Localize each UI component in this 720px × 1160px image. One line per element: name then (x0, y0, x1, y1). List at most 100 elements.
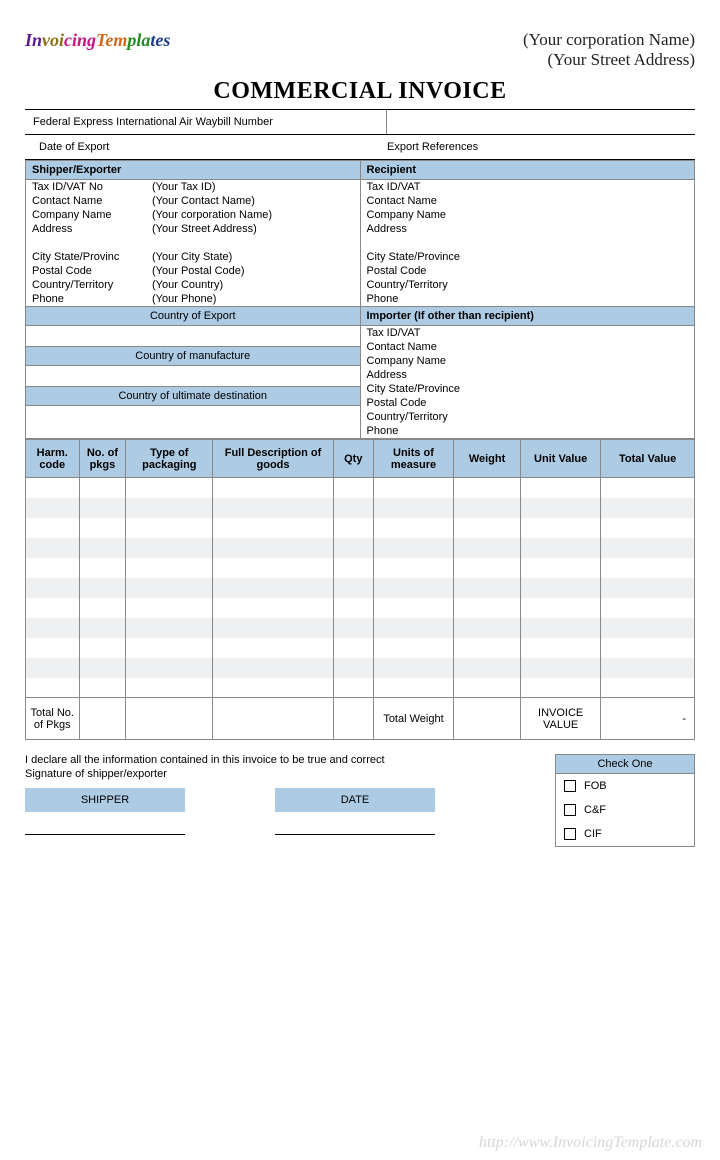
item-cell[interactable] (213, 558, 333, 578)
item-cell[interactable] (213, 638, 333, 658)
item-cell[interactable] (126, 638, 213, 658)
item-cell[interactable] (373, 618, 453, 638)
item-cell[interactable] (373, 578, 453, 598)
item-cell[interactable] (333, 558, 373, 578)
item-cell[interactable] (79, 658, 126, 678)
item-cell[interactable] (213, 518, 333, 538)
item-cell[interactable] (26, 678, 80, 698)
recipient-field-value-1[interactable] (487, 195, 689, 207)
item-cell[interactable] (601, 638, 695, 658)
checkbox-c&f[interactable] (564, 804, 576, 816)
item-cell[interactable] (333, 478, 373, 498)
item-cell[interactable] (521, 618, 601, 638)
recipient-field-value-6[interactable] (487, 265, 689, 277)
item-cell[interactable] (26, 638, 80, 658)
importer-field-value-5[interactable] (487, 397, 689, 409)
item-cell[interactable] (521, 478, 601, 498)
item-cell[interactable] (213, 498, 333, 518)
item-cell[interactable] (126, 598, 213, 618)
recipient-field-value-0[interactable] (487, 181, 689, 193)
item-cell[interactable] (126, 678, 213, 698)
recipient-field-value-2[interactable] (487, 209, 689, 221)
item-cell[interactable] (26, 518, 80, 538)
recipient-field-value-5[interactable] (487, 251, 689, 263)
item-cell[interactable] (373, 478, 453, 498)
item-cell[interactable] (521, 578, 601, 598)
importer-field-value-2[interactable] (487, 355, 689, 367)
item-cell[interactable] (26, 558, 80, 578)
item-cell[interactable] (454, 678, 521, 698)
item-cell[interactable] (79, 618, 126, 638)
item-cell[interactable] (126, 478, 213, 498)
importer-field-value-0[interactable] (487, 327, 689, 339)
item-cell[interactable] (373, 558, 453, 578)
item-cell[interactable] (126, 538, 213, 558)
shipper-field-value-5[interactable]: (Your City State) (152, 251, 354, 263)
importer-field-value-1[interactable] (487, 341, 689, 353)
item-cell[interactable] (454, 518, 521, 538)
item-cell[interactable] (454, 498, 521, 518)
item-cell[interactable] (333, 618, 373, 638)
waybill-value[interactable] (387, 110, 695, 134)
item-cell[interactable] (126, 518, 213, 538)
item-cell[interactable] (126, 618, 213, 638)
country-export-value[interactable] (26, 326, 360, 346)
recipient-field-value-3[interactable] (487, 223, 689, 235)
item-cell[interactable] (333, 658, 373, 678)
item-cell[interactable] (454, 538, 521, 558)
shipper-signature-line[interactable] (25, 834, 185, 835)
item-cell[interactable] (521, 658, 601, 678)
item-cell[interactable] (333, 538, 373, 558)
item-cell[interactable] (454, 478, 521, 498)
item-cell[interactable] (79, 638, 126, 658)
item-cell[interactable] (454, 558, 521, 578)
recipient-field-value-8[interactable] (487, 293, 689, 305)
item-cell[interactable] (213, 478, 333, 498)
item-cell[interactable] (126, 658, 213, 678)
item-cell[interactable] (333, 498, 373, 518)
item-cell[interactable] (521, 538, 601, 558)
item-cell[interactable] (79, 558, 126, 578)
item-cell[interactable] (126, 578, 213, 598)
item-cell[interactable] (26, 538, 80, 558)
item-cell[interactable] (26, 598, 80, 618)
importer-field-value-7[interactable] (487, 425, 689, 437)
date-signature-line[interactable] (275, 834, 435, 835)
item-cell[interactable] (333, 678, 373, 698)
item-cell[interactable] (79, 678, 126, 698)
item-cell[interactable] (601, 538, 695, 558)
item-cell[interactable] (601, 618, 695, 638)
item-cell[interactable] (333, 638, 373, 658)
checkbox-cif[interactable] (564, 828, 576, 840)
shipper-field-value-1[interactable]: (Your Contact Name) (152, 195, 354, 207)
shipper-field-value-6[interactable]: (Your Postal Code) (152, 265, 354, 277)
shipper-field-value-7[interactable]: (Your Country) (152, 279, 354, 291)
item-cell[interactable] (373, 598, 453, 618)
item-cell[interactable] (126, 498, 213, 518)
item-cell[interactable] (601, 478, 695, 498)
item-cell[interactable] (601, 598, 695, 618)
item-cell[interactable] (213, 678, 333, 698)
item-cell[interactable] (333, 518, 373, 538)
importer-field-value-3[interactable] (487, 369, 689, 381)
importer-field-value-6[interactable] (487, 411, 689, 423)
item-cell[interactable] (373, 638, 453, 658)
item-cell[interactable] (601, 498, 695, 518)
item-cell[interactable] (26, 578, 80, 598)
country-manufacture-value[interactable] (26, 366, 360, 386)
item-cell[interactable] (601, 578, 695, 598)
item-cell[interactable] (26, 658, 80, 678)
shipper-field-value-2[interactable]: (Your corporation Name) (152, 209, 354, 221)
item-cell[interactable] (79, 578, 126, 598)
item-cell[interactable] (333, 578, 373, 598)
shipper-field-value-0[interactable]: (Your Tax ID) (152, 181, 354, 193)
item-cell[interactable] (521, 558, 601, 578)
item-cell[interactable] (521, 518, 601, 538)
item-cell[interactable] (26, 478, 80, 498)
item-cell[interactable] (213, 598, 333, 618)
item-cell[interactable] (333, 598, 373, 618)
item-cell[interactable] (454, 658, 521, 678)
recipient-field-value-7[interactable] (487, 279, 689, 291)
item-cell[interactable] (373, 538, 453, 558)
item-cell[interactable] (521, 498, 601, 518)
